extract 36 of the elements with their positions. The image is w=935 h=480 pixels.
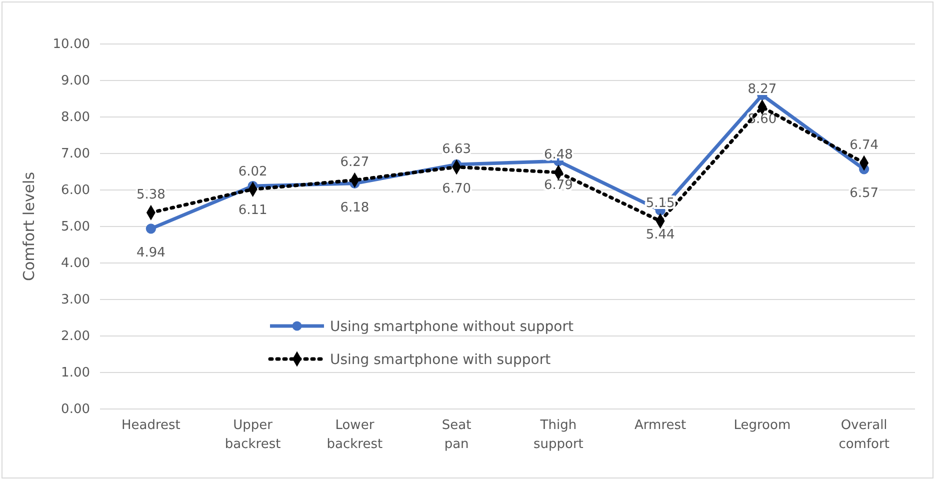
data-label: 6.27	[340, 155, 370, 170]
y-tick-label: 3.00	[61, 292, 90, 308]
data-label: 8.27	[748, 82, 777, 98]
data-label: 6.63	[442, 142, 472, 158]
x-tick-label: Seat pan	[442, 418, 472, 452]
data-label: 5.38	[136, 188, 166, 203]
legend-label: Using smartphone without support	[330, 319, 574, 335]
data-label: 6.11	[238, 202, 268, 218]
y-tick-label: 1.00	[61, 366, 90, 381]
y-tick-label: 0.00	[61, 402, 90, 418]
y-tick-label: 5.00	[61, 220, 90, 235]
x-tick-label: Legroom	[734, 418, 791, 433]
data-label: 5.44	[646, 227, 675, 242]
data-label: 6.02	[238, 164, 268, 180]
x-tick-label: Thigh support	[533, 418, 584, 452]
y-axis-title: Comfort levels	[20, 172, 38, 282]
y-tick-label: 2.00	[61, 329, 90, 344]
x-tick-label: Upper backrest	[224, 418, 281, 452]
x-tick-label: Armrest	[634, 418, 686, 433]
legend-label: Using smartphone with support	[330, 352, 552, 368]
data-label: 6.48	[544, 147, 573, 162]
data-label: 6.70	[442, 181, 472, 196]
y-tick-label: 10.00	[52, 37, 90, 52]
data-label: 6.79	[544, 178, 573, 194]
y-tick-label: 6.00	[61, 183, 90, 198]
data-label: 6.57	[850, 186, 879, 202]
data-label: 4.94	[136, 246, 166, 261]
x-tick-label: Lower backrest	[326, 418, 383, 452]
y-tick-label: 4.00	[61, 256, 90, 272]
y-tick-label: 8.00	[61, 110, 90, 126]
x-tick-label: Headrest	[121, 418, 180, 433]
y-tick-label: 7.00	[61, 146, 90, 162]
data-label: 6.18	[340, 200, 370, 216]
data-label: 6.74	[850, 138, 879, 153]
x-tick-label: Overall comfort	[838, 418, 890, 452]
y-tick-label: 9.00	[61, 74, 90, 89]
